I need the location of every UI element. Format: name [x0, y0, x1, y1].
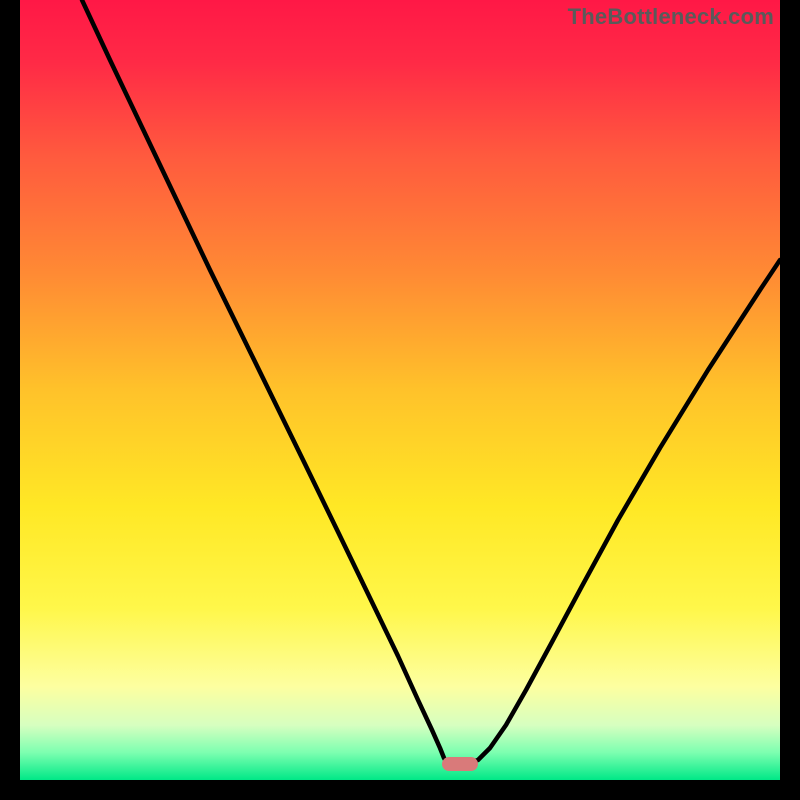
bottleneck-curve — [20, 0, 780, 780]
watermark-text: TheBottleneck.com — [568, 4, 774, 30]
frame-bottom — [0, 780, 800, 800]
min-marker — [442, 757, 478, 771]
frame-right — [780, 0, 800, 800]
frame-left — [0, 0, 20, 800]
